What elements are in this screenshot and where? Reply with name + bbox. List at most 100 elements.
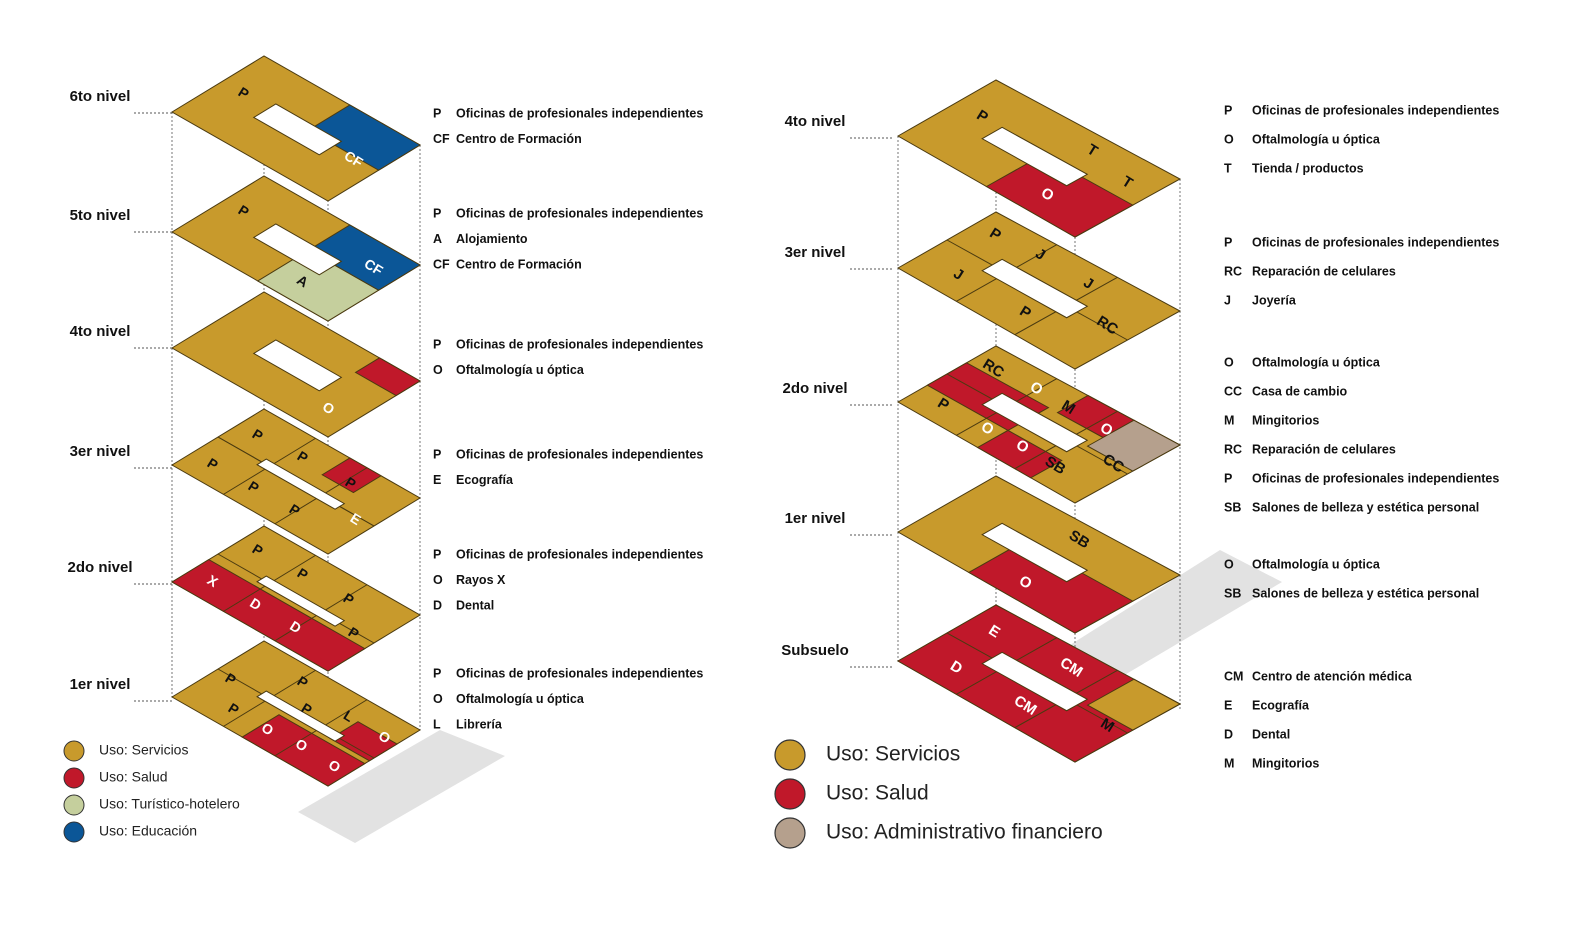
use-swatch-salud xyxy=(63,767,85,789)
legend-code: SB xyxy=(1224,586,1241,600)
legend-description: Oficinas de profesionales independientes xyxy=(456,666,703,680)
right-level-name: 2do nivel xyxy=(782,380,847,397)
left-level-name: 3er nivel xyxy=(70,443,131,460)
left-floor-4 xyxy=(171,408,421,555)
legend-code: CF xyxy=(433,132,450,146)
legend-description: Joyería xyxy=(1252,293,1297,307)
left-floor-6 xyxy=(171,640,421,787)
legend-code: J xyxy=(1224,293,1231,307)
ground-plane-right xyxy=(1070,550,1282,680)
courtyard-void xyxy=(256,690,346,742)
legend-description: Oftalmología u óptica xyxy=(456,363,585,377)
left-building-floor-plans xyxy=(171,55,421,787)
legend-code: D xyxy=(433,598,442,612)
right-floor-3 xyxy=(896,345,1182,504)
use-swatch-educacion xyxy=(63,821,85,843)
right-level-name: 3er nivel xyxy=(785,244,846,261)
zone-salud xyxy=(171,559,366,672)
zone-administrativo xyxy=(1086,419,1182,472)
ground-planes xyxy=(298,550,1282,843)
zone-educacion xyxy=(307,224,421,291)
courtyard-void xyxy=(252,339,343,392)
legend-code: CM xyxy=(1224,669,1243,683)
use-label: Uso: Salud xyxy=(826,782,929,805)
legend-code: P xyxy=(433,206,441,220)
legend-code: P xyxy=(1224,471,1232,485)
zone-salud xyxy=(976,429,1063,479)
legend-code: P xyxy=(1224,235,1232,249)
legend-code: M xyxy=(1224,756,1234,770)
legend-code: A xyxy=(433,232,442,246)
use-swatch-servicios xyxy=(63,740,85,762)
use-label: Uso: Administrativo financiero xyxy=(826,821,1103,844)
use-swatch-salud xyxy=(774,778,806,810)
legend-description: Centro de Formación xyxy=(456,257,582,271)
legend-description: Oficinas de profesionales independientes xyxy=(1252,103,1499,117)
left-level-name: 4to nivel xyxy=(70,323,131,340)
legend-code: O xyxy=(1224,355,1234,369)
legend-description: Librería xyxy=(456,717,503,731)
legend-description: Rayos X xyxy=(456,573,506,587)
legend-code: O xyxy=(433,573,443,587)
use-label: Uso: Turístico-hotelero xyxy=(99,796,240,812)
legend-code: D xyxy=(1224,727,1233,741)
right-floor-2 xyxy=(896,211,1182,370)
courtyard-void xyxy=(252,103,343,156)
legend-description: Alojamiento xyxy=(456,232,528,246)
zone-salud xyxy=(354,357,421,397)
legend-description: Mingitorios xyxy=(1252,756,1319,770)
legend-description: Oficinas de profesionales independientes xyxy=(456,447,703,461)
legend-description: Dental xyxy=(1252,727,1290,741)
ground-plane-left xyxy=(298,730,505,843)
use-swatch-turistico xyxy=(63,794,85,816)
use-label: Uso: Servicios xyxy=(826,743,960,766)
courtyard-void xyxy=(981,392,1089,453)
legend-description: Salones de belleza y estética personal xyxy=(1252,500,1479,514)
left-floor-5 xyxy=(171,525,421,672)
right-floor-4 xyxy=(896,475,1182,634)
legend-code: E xyxy=(433,473,441,487)
legend-code: O xyxy=(1224,132,1234,146)
left-floor-1 xyxy=(171,55,421,202)
legend-code: P xyxy=(1224,103,1232,117)
legend-description: Oftalmología u óptica xyxy=(1252,132,1381,146)
legend-code: P xyxy=(433,337,441,351)
legend-description: Reparación de celulares xyxy=(1252,442,1396,456)
legend-code: T xyxy=(1224,161,1232,175)
courtyard-void xyxy=(981,258,1089,319)
zone-salud xyxy=(241,714,366,787)
legend-code: P xyxy=(433,106,441,120)
zone-servicios xyxy=(1086,678,1182,731)
legend-description: Ecografía xyxy=(456,473,514,487)
right-level-name: Subsuelo xyxy=(781,642,849,659)
zone-salud xyxy=(321,457,382,494)
right-building-floor-plans xyxy=(896,79,1182,763)
legend-code: P xyxy=(433,547,441,561)
use-swatch-servicios xyxy=(774,739,806,771)
courtyard-void xyxy=(256,458,346,510)
legend-description: Centro de atención médica xyxy=(1252,669,1413,683)
legend-description: Casa de cambio xyxy=(1252,384,1348,398)
legend-description: Oficinas de profesionales independientes xyxy=(1252,471,1499,485)
use-label: Uso: Servicios xyxy=(99,742,188,758)
legend-description: Centro de Formación xyxy=(456,132,582,146)
legend-code: M xyxy=(1224,413,1234,427)
legend-description: Salones de belleza y estética personal xyxy=(1252,586,1479,600)
legend-description: Oftalmología u óptica xyxy=(1252,557,1381,571)
use-label: Uso: Salud xyxy=(99,769,167,785)
legend-code: O xyxy=(1224,557,1234,571)
courtyard-void xyxy=(256,575,346,627)
right-floor-5 xyxy=(896,604,1182,763)
right-floor-1 xyxy=(896,79,1182,238)
left-level-name: 6to nivel xyxy=(70,88,131,105)
zone-salud xyxy=(985,154,1134,238)
legend-code: L xyxy=(433,717,441,731)
courtyard-void xyxy=(981,651,1089,712)
left-level-name: 1er nivel xyxy=(70,676,131,693)
left-floor-3 xyxy=(171,291,421,438)
zone-salud xyxy=(967,540,1134,634)
right-level-name: 1er nivel xyxy=(785,510,846,527)
use-label: Uso: Educación xyxy=(99,823,197,839)
courtyard-void xyxy=(981,126,1089,187)
